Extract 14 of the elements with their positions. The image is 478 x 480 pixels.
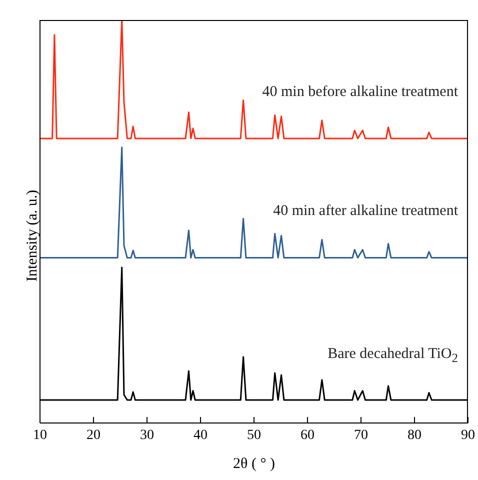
x-tick-label: 20 — [86, 428, 100, 443]
series-label: 40 min after alkaline treatment — [273, 203, 458, 220]
series-label: 40 min before alkaline treatment — [262, 84, 458, 102]
series-label: Bare decahedral TiO$_{2}$ — [328, 346, 458, 366]
x-tick-label: 40 — [194, 428, 208, 443]
x-tick-label: 90 — [461, 428, 475, 443]
x-tick-label: 80 — [408, 428, 422, 443]
x-tick-label: 30 — [140, 428, 154, 443]
x-axis-title: 2θ ( ° ) — [233, 456, 275, 472]
x-tick-label: 70 — [354, 428, 368, 443]
x-tick-label: 50 — [247, 428, 261, 443]
x-tick-label: 10 — [33, 428, 47, 443]
y-axis-title: Intensity (a. u.) — [24, 190, 40, 282]
x-tick-label: 60 — [300, 428, 314, 443]
